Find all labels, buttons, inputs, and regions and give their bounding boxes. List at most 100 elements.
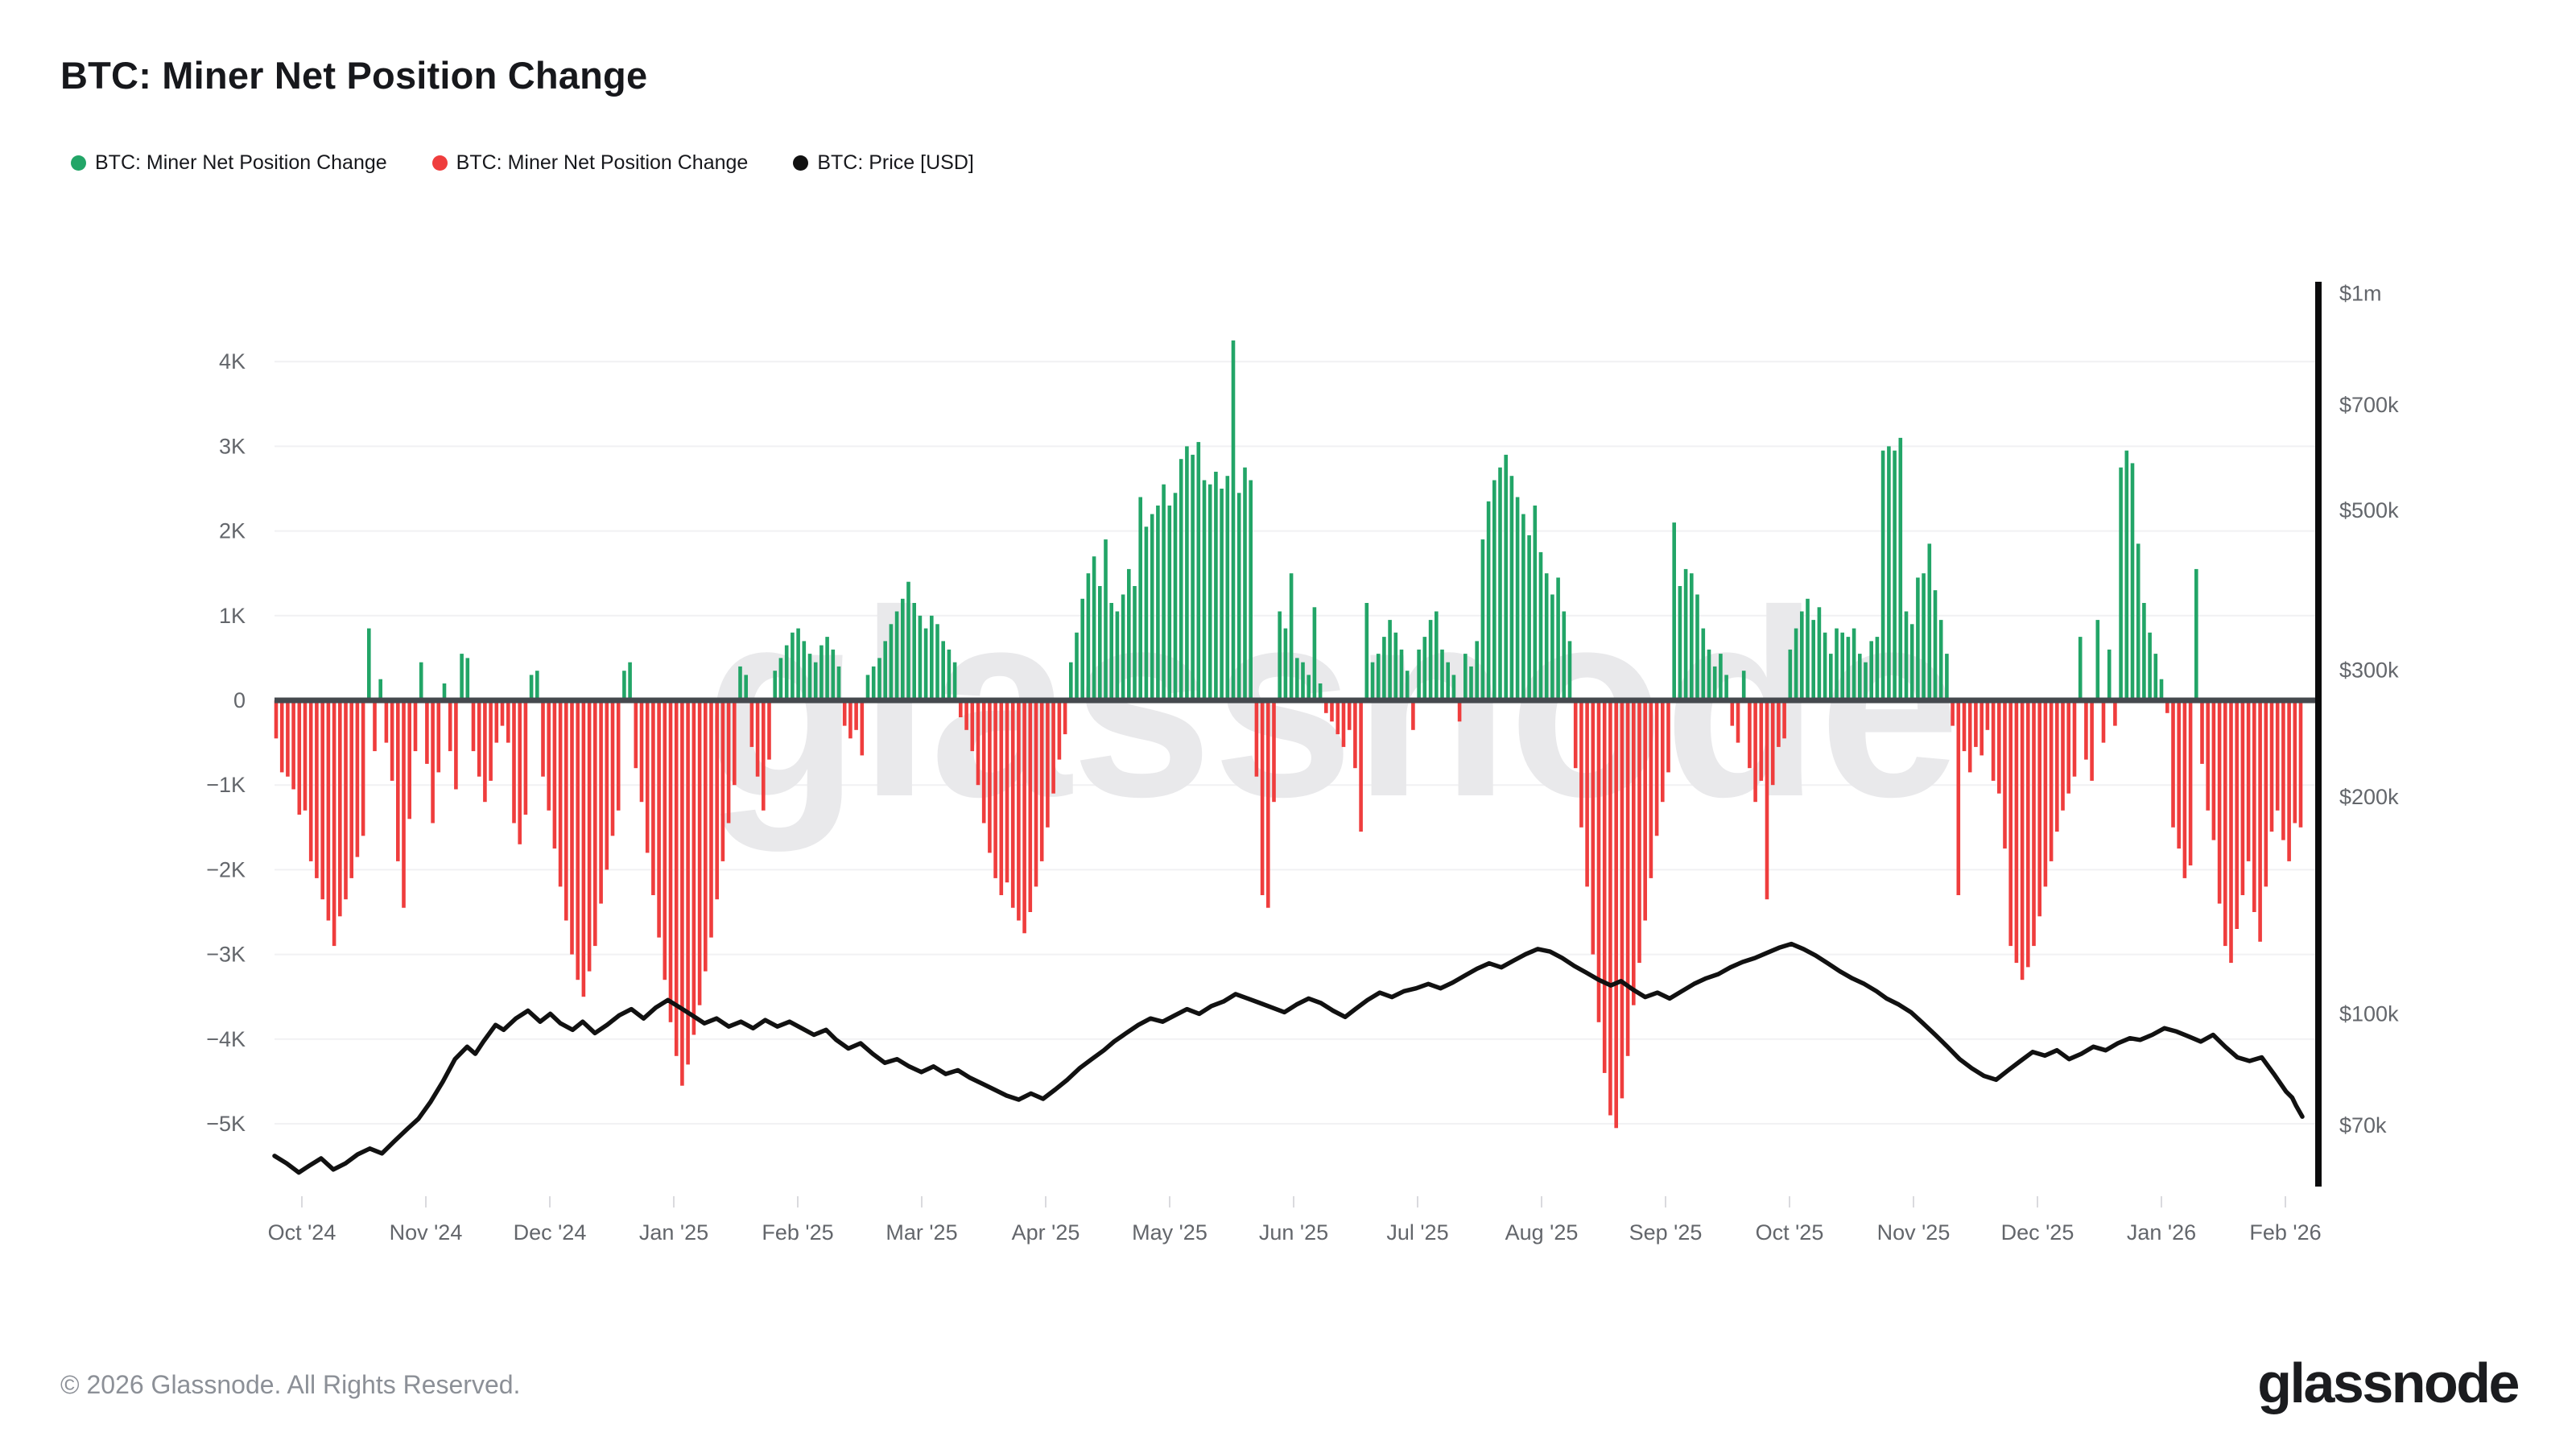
negative-bar (2281, 700, 2285, 840)
positive-bar (952, 662, 957, 700)
positive-bar (1080, 598, 1084, 700)
negative-bar (425, 700, 429, 764)
negative-bar (1010, 700, 1015, 908)
positive-bar (1695, 594, 1699, 700)
negative-bar (274, 700, 279, 739)
left-axis-label: 1K (219, 604, 246, 628)
negative-bar (848, 700, 852, 739)
legend-item-btc-price[interactable]: BTC: Price [USD] (793, 151, 974, 175)
negative-bar (1730, 700, 1735, 726)
negative-bar (2037, 700, 2041, 917)
negative-bar (2026, 700, 2030, 968)
negative-bar (2177, 700, 2181, 849)
black-dot-icon (793, 155, 809, 171)
negative-bar (657, 700, 661, 938)
positive-bar (1405, 671, 1410, 700)
positive-bar (1156, 506, 1160, 700)
negative-bar (2200, 700, 2204, 764)
positive-bar (1243, 467, 1247, 700)
positive-bar (1115, 611, 1120, 700)
negative-bar (1585, 700, 1589, 887)
negative-bar (407, 700, 411, 819)
negative-bar (2246, 700, 2251, 861)
positive-bar (1829, 654, 1833, 700)
negative-bar (762, 700, 766, 811)
negative-bar (1602, 700, 1607, 1073)
positive-bar (2142, 603, 2146, 700)
right-axis-label: $100k (2339, 1001, 2399, 1026)
negative-bar (512, 700, 516, 824)
positive-bar (1492, 480, 1496, 700)
positive-bar (1835, 628, 1839, 700)
negative-bar (749, 700, 754, 747)
negative-bar (1608, 700, 1612, 1116)
negative-bar (1063, 700, 1067, 735)
positive-bar (778, 658, 783, 700)
positive-bar (877, 658, 881, 700)
positive-bar (1504, 454, 1508, 700)
glassnode-logo: glassnode (2257, 1352, 2520, 1414)
positive-bar (836, 666, 841, 700)
negative-bar (570, 700, 574, 955)
negative-bar (715, 700, 719, 900)
positive-bar (1864, 662, 1868, 700)
negative-bar (279, 700, 284, 773)
negative-bar (1979, 700, 1984, 756)
x-axis-label: Jan '25 (639, 1220, 708, 1245)
positive-bar (744, 675, 748, 700)
negative-bar (755, 700, 760, 777)
negative-bar (576, 700, 580, 980)
negative-bar (477, 700, 481, 777)
negative-bar (2229, 700, 2233, 964)
positive-bar (1364, 603, 1369, 700)
positive-bar (941, 641, 945, 700)
x-axis-label: Jan '26 (2127, 1220, 2196, 1245)
right-axis-label: $500k (2339, 498, 2399, 522)
positive-bar (935, 624, 939, 700)
negative-bar (2113, 700, 2117, 726)
positive-bar (1701, 628, 1706, 700)
positive-bar (460, 654, 464, 700)
negative-bar (2223, 700, 2227, 947)
positive-bar (1880, 450, 1885, 700)
positive-bar (825, 637, 829, 700)
positive-bar (1162, 484, 1166, 700)
positive-bar (2130, 463, 2135, 700)
negative-bar (674, 700, 679, 1056)
positive-bar (378, 679, 382, 700)
positive-bar (1435, 611, 1439, 700)
positive-bar (1916, 577, 1920, 700)
positive-bar (1196, 442, 1201, 700)
negative-bar (1579, 700, 1583, 828)
positive-bar (1707, 649, 1711, 700)
negative-bar (1330, 700, 1334, 722)
positive-bar (1893, 450, 1897, 700)
positive-bar (1938, 620, 1943, 700)
positive-bar (1075, 632, 1079, 700)
positive-bar (1144, 526, 1149, 700)
negative-bar (2090, 700, 2094, 781)
negative-bar (605, 700, 609, 870)
positive-bar (2119, 467, 2123, 700)
positive-bar (813, 662, 818, 700)
positive-bar (1150, 514, 1154, 700)
negative-bar (993, 700, 997, 878)
negative-bar (373, 700, 377, 752)
negative-bar (448, 700, 452, 752)
negative-bar (587, 700, 592, 972)
negative-bar (1985, 700, 1990, 730)
legend-item-miner-net-position-negative[interactable]: BTC: Miner Net Position Change (431, 151, 748, 175)
legend-item-miner-net-position-positive[interactable]: BTC: Miner Net Position Change (71, 151, 387, 175)
negative-bar (2293, 700, 2297, 824)
positive-bar (906, 581, 910, 700)
positive-bar (2194, 568, 2198, 700)
negative-bar (483, 700, 487, 803)
positive-bar (1138, 497, 1142, 700)
positive-bar (1521, 514, 1525, 700)
positive-bar (865, 675, 870, 700)
negative-bar (2240, 700, 2245, 895)
negative-bar (1591, 700, 1596, 955)
x-axis-label: Oct '25 (1756, 1220, 1824, 1245)
negative-bar (842, 700, 847, 726)
